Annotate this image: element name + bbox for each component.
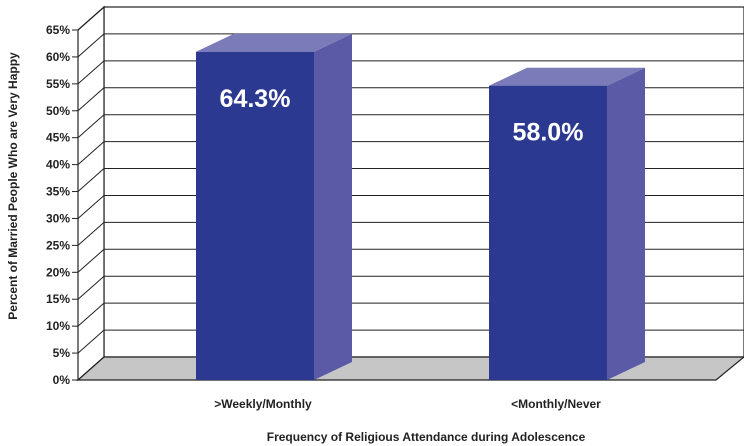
y-tick-label: 50%	[46, 104, 70, 118]
bar-side	[607, 67, 645, 380]
bar-front	[489, 85, 607, 380]
gridline	[77, 6, 744, 31]
x-category-label: <Monthly/Never	[511, 397, 601, 411]
y-tick-label: 5%	[53, 346, 71, 360]
x-axis-title: Frequency of Religious Attendance during…	[267, 430, 586, 444]
y-tick-label: 15%	[46, 292, 70, 306]
y-tick-label: 20%	[46, 265, 70, 279]
bar: 58.0%	[489, 67, 645, 380]
y-tick-label: 55%	[46, 77, 70, 91]
bar: 64.3%	[196, 33, 352, 381]
y-tick-label: 10%	[46, 319, 70, 333]
y-axis-title: Percent of Married People Who are Very H…	[6, 52, 20, 320]
y-tick-label: 30%	[46, 211, 70, 225]
y-tick-label: 60%	[46, 50, 70, 64]
y-tick-label: 40%	[46, 158, 70, 172]
bars: 64.3% 58.0%	[196, 33, 645, 381]
bar-top	[489, 67, 645, 86]
y-tick-label: 45%	[46, 131, 70, 145]
bar-front	[196, 51, 314, 381]
x-category-label: >Weekly/Monthly	[214, 397, 312, 411]
gridline	[77, 60, 744, 85]
y-tick-label: 0%	[53, 373, 71, 387]
y-axis-ticks: 0% 5% 10% 15% 20% 25% 30% 35% 40% 45% 50% 55% 60% 65%	[46, 23, 78, 387]
bar-side	[314, 33, 352, 381]
bar-top	[196, 33, 352, 52]
y-tick-label: 65%	[46, 23, 70, 37]
x-axis-categories: >Weekly/Monthly <Monthly/Never	[214, 397, 601, 411]
y-tick-label: 35%	[46, 185, 70, 199]
data-label: 58.0%	[513, 119, 584, 147]
side-wall	[77, 5, 105, 382]
data-label: 64.3%	[220, 85, 291, 113]
gridline	[77, 33, 744, 58]
y-tick-label: 25%	[46, 238, 70, 252]
